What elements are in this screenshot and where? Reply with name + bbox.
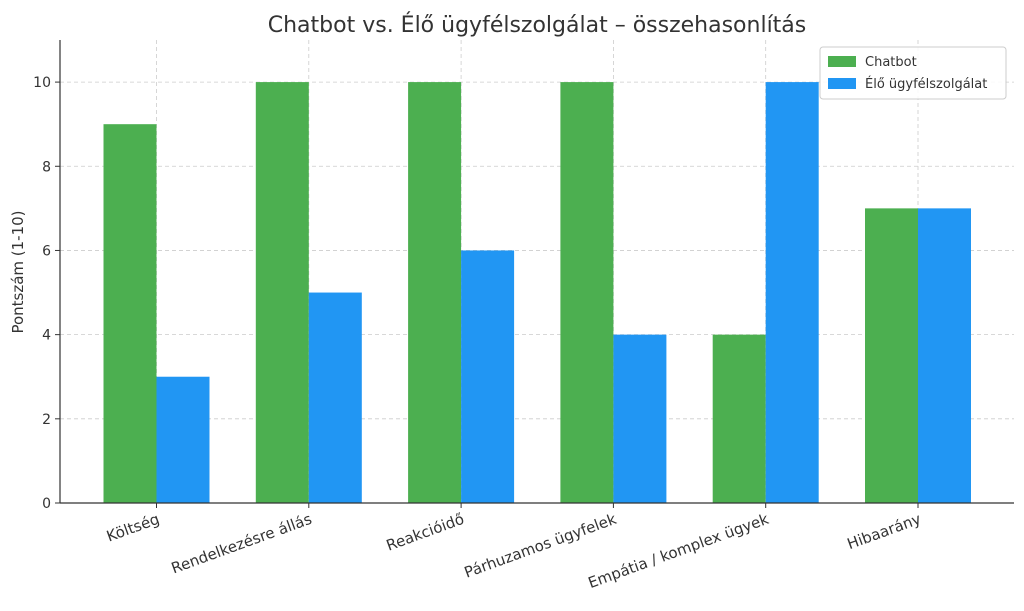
- bar-elo-3: [613, 334, 667, 503]
- legend: Chatbot Élő ügyfélszolgálat: [819, 46, 1007, 100]
- legend-swatch-1: [828, 78, 856, 89]
- y-tick-label: 4: [42, 328, 51, 344]
- x-tick-label: Költség: [104, 510, 162, 546]
- y-axis-label: Pontszám (1-10): [9, 210, 27, 333]
- x-ticks: Költség Rendelkezésre állás ReakcióidőPárh…: [104, 503, 923, 592]
- bar-elo-1: [308, 292, 362, 503]
- y-tick-label: 0: [42, 496, 51, 512]
- y-tick-label: 6: [42, 243, 51, 259]
- bar-chatbot-1: [255, 82, 309, 503]
- bar-chatbot-2: [408, 82, 462, 503]
- x-tick-label: Hibaarány: [845, 510, 924, 553]
- y-tick-label: 8: [42, 159, 51, 175]
- bar-elo-4: [765, 82, 819, 503]
- bar-elo-5: [918, 208, 971, 503]
- axes: [59, 40, 1014, 504]
- x-tick-label: Rendelkezésre állás: [169, 510, 314, 578]
- legend-label-0: Chatbot: [865, 55, 917, 70]
- x-tick-label: Reakcióidő: [384, 510, 467, 555]
- y-ticks: 0 2 4 6 8 10: [33, 75, 60, 512]
- legend-box: [819, 46, 1007, 100]
- y-tick-label: 10: [33, 75, 51, 91]
- bar-chatbot-5: [865, 208, 918, 503]
- chart-title: Chatbot vs. Élő ügyfélszolgálat – összeh…: [268, 12, 807, 38]
- bar-chatbot-0: [103, 124, 157, 503]
- bar-chatbot-3: [560, 82, 614, 503]
- bar-chatbot-4: [712, 334, 766, 503]
- bar-elo-0: [156, 376, 210, 503]
- y-tick-label: 2: [42, 412, 51, 428]
- bars: [103, 82, 971, 503]
- bar-elo-2: [461, 250, 515, 503]
- legend-swatch-0: [828, 56, 856, 67]
- legend-label-1: Élő ügyfélszolgálat: [865, 76, 987, 92]
